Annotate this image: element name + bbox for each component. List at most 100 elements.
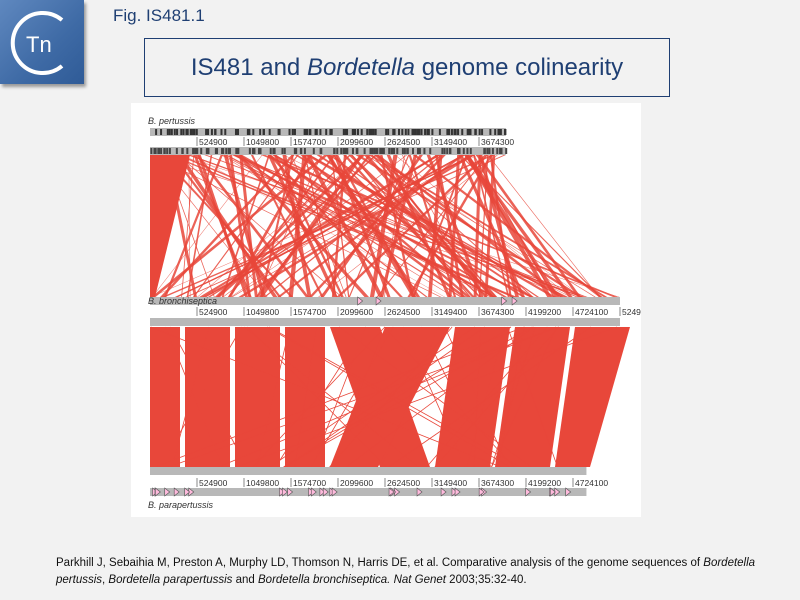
synteny-match: [491, 326, 558, 468]
synteny-match: [381, 326, 439, 468]
gene-marker: [299, 148, 302, 154]
synteny-match: [308, 155, 446, 297]
gene-marker: [461, 129, 464, 135]
synteny-match: [159, 326, 243, 468]
synteny-match: [310, 326, 394, 468]
gene-marker: [390, 148, 393, 154]
gene-marker: [469, 129, 472, 135]
gene-marker: [268, 129, 271, 135]
gene-marker: [500, 148, 503, 154]
synteny-match: [316, 155, 534, 297]
gene-marker: [491, 148, 494, 154]
gene-marker: [225, 148, 228, 154]
synteny-match: [181, 155, 195, 297]
synteny-match: [336, 155, 488, 297]
gene-marker: [160, 148, 163, 154]
is481-element: [525, 487, 532, 497]
axis-tick-label: 4724100: [575, 307, 608, 317]
axis-tick-label: 2624500: [387, 137, 420, 147]
synteny-match: [329, 326, 453, 468]
gene-marker: [228, 148, 231, 154]
axis-tick-label: 2624500: [387, 307, 420, 317]
synteny-match: [380, 155, 414, 297]
gene-marker: [210, 129, 213, 135]
is481-element: [478, 487, 485, 497]
gene-marker: [295, 148, 298, 154]
gene-marker: [474, 129, 477, 135]
synteny-match: [168, 326, 559, 468]
synteny-match: [365, 155, 596, 297]
is481-element: [550, 487, 556, 497]
synteny-match: [318, 155, 498, 297]
gene-marker: [157, 148, 160, 154]
gene-marker: [283, 148, 286, 154]
gene-marker: [416, 129, 419, 135]
gene-marker: [466, 129, 469, 135]
gene-marker: [192, 148, 195, 154]
gene-marker: [206, 129, 209, 135]
axis-tick-label: 3149400: [434, 307, 467, 317]
synteny-match: [383, 326, 515, 468]
is481-element: [279, 487, 285, 497]
gene-marker: [404, 129, 407, 135]
synteny-match: [328, 155, 539, 297]
gene-marker: [288, 129, 291, 135]
gene-marker: [489, 129, 492, 135]
title-is481: IS481: [190, 53, 254, 81]
synteny-match: [256, 326, 291, 468]
gene-marker: [374, 129, 377, 135]
gene-marker: [277, 129, 280, 135]
genome-track: [150, 318, 620, 326]
axis-tick-label: 524900: [199, 137, 228, 147]
synteny-match: [507, 326, 558, 468]
gene-marker: [352, 129, 355, 135]
gene-marker: [173, 129, 176, 135]
gene-marker: [443, 148, 446, 154]
axis-tick-label: 3674300: [481, 478, 514, 488]
is481-element: [173, 487, 180, 497]
gene-marker: [380, 148, 383, 154]
gene-marker: [371, 148, 374, 154]
synteny-match: [150, 155, 190, 297]
title-text: and: [253, 53, 307, 81]
gene-marker: [401, 148, 404, 154]
gene-marker: [369, 148, 372, 154]
gene-marker: [181, 148, 184, 154]
synteny-match: [197, 155, 364, 297]
axis-tick-label: 524900: [199, 478, 228, 488]
axis-tick-label: 2099600: [340, 307, 373, 317]
axis-tick-label: 1049800: [246, 137, 279, 147]
is481-element: [501, 296, 508, 306]
synteny-match: [402, 326, 466, 468]
synteny-match: [487, 155, 600, 297]
gene-marker: [496, 148, 499, 154]
axis-tick-label: 1049800: [246, 478, 279, 488]
synteny-match: [408, 155, 457, 297]
gene-marker: [291, 129, 294, 135]
gene-marker: [373, 148, 376, 154]
gene-marker: [309, 129, 312, 135]
synteny-match: [473, 155, 482, 297]
gene-marker: [186, 129, 189, 135]
gene-marker: [154, 148, 157, 154]
gene-marker: [427, 129, 430, 135]
gene-marker: [481, 129, 484, 135]
gene-marker: [214, 148, 217, 154]
gene-marker: [505, 148, 508, 154]
synteny-match: [243, 326, 420, 468]
synteny-match: [294, 326, 317, 468]
is481-element: [451, 487, 458, 497]
gene-marker: [192, 129, 195, 135]
is481-element: [357, 296, 364, 306]
gene-marker: [351, 148, 354, 154]
title-bordetella: Bordetella: [306, 53, 416, 81]
synteny-match: [268, 326, 521, 468]
synteny-match: [269, 326, 476, 468]
gene-marker: [356, 129, 359, 135]
is481-element: [440, 487, 447, 497]
gene-marker: [388, 148, 391, 154]
gene-marker: [194, 148, 197, 154]
synteny-match: [236, 326, 618, 468]
genome-label: B. bronchiseptica: [148, 296, 217, 306]
gene-marker: [418, 148, 421, 154]
